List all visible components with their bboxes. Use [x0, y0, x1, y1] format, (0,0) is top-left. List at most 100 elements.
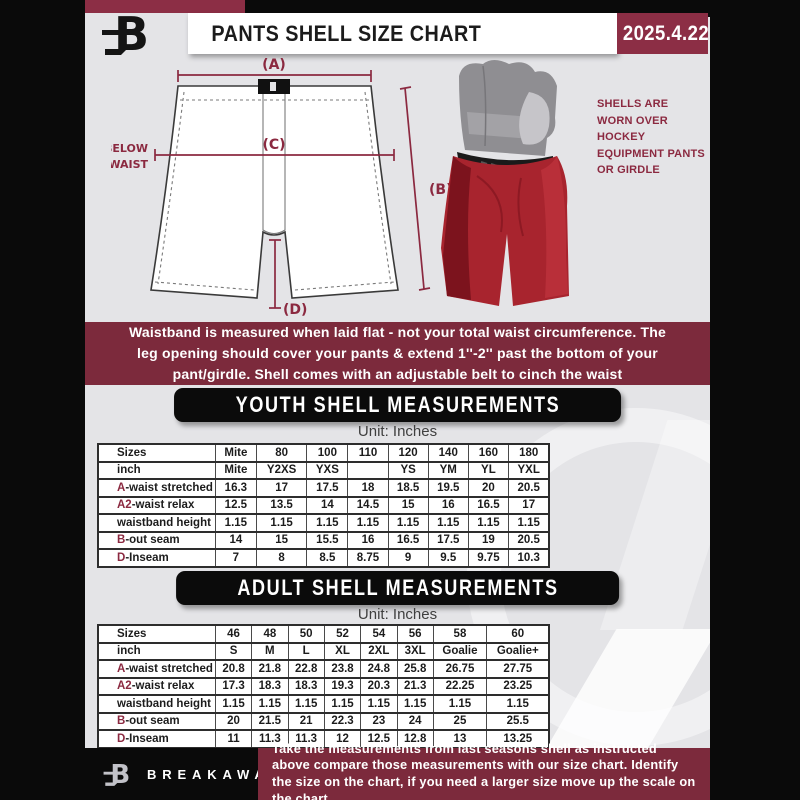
table-cell: 52 — [323, 624, 361, 643]
date-badge: 2025.4.22 — [617, 13, 710, 54]
table-cell: 19 — [467, 530, 509, 549]
footer: B BREAKAWAY Take the measurements from l… — [0, 741, 800, 800]
table-cell: 1.15 — [427, 513, 469, 532]
table-cell: 160 — [467, 443, 509, 462]
youth-size-table: Sizes Mite 80 100 110 120 140 160 180 inch Mite Y2X… — [97, 443, 551, 568]
footer-brand: B BREAKAWAY — [103, 748, 283, 800]
table-row: B-out seam 20 21.5 21 22.3 23 24 25 25.5 — [97, 711, 550, 730]
table-cell: 26.75 — [432, 659, 487, 678]
table-cell: Goalie — [432, 641, 487, 660]
row-label: inch — [97, 460, 216, 479]
shell-photo — [437, 56, 595, 318]
table-cell: 21.5 — [251, 711, 289, 730]
table-cell: 24.8 — [360, 659, 397, 678]
table-cell: 18.3 — [287, 676, 325, 695]
table-cell: 15.5 — [306, 530, 348, 549]
table-row: A-waist stretched 20.8 21.8 22.8 23.8 24.8 25.… — [97, 659, 550, 678]
table-row: Sizes 46 48 50 52 54 56 58 60 — [97, 624, 550, 643]
table-cell: 16.5 — [467, 495, 509, 514]
table-cell: 50 — [287, 624, 325, 643]
table-cell: 9.75 — [467, 548, 509, 567]
table-cell: 60 — [486, 624, 550, 643]
table-cell: 180 — [507, 443, 550, 462]
notice-text: Waistband is measured when laid flat - n… — [128, 324, 667, 382]
table-cell: 11.3 — [287, 729, 325, 748]
table-cell: 1.15 — [214, 513, 257, 532]
table-cell — [347, 460, 389, 479]
table-cell: 1.15 — [467, 513, 509, 532]
table-cell: XL — [323, 641, 361, 660]
table-cell: 54 — [360, 624, 397, 643]
table-cell: YXS — [306, 460, 348, 479]
shell-measurement-diagram: (A) (B) (C) (D) 7'' BELOW WAIST — [86, 57, 453, 318]
table-cell: 140 — [427, 443, 469, 462]
table-cell: 20.8 — [214, 659, 252, 678]
date-text: 2025.4.22 — [622, 22, 710, 45]
table-cell: 1.15 — [323, 694, 361, 713]
footer-brand-name: BREAKAWAY — [147, 766, 283, 782]
table-cell: Goalie+ — [486, 641, 550, 660]
table-cell: 25.8 — [396, 659, 434, 678]
table-cell: 1.15 — [251, 694, 289, 713]
adult-unit-label: Unit: Inches — [357, 606, 438, 623]
table-cell: 1.15 — [214, 694, 252, 713]
content-area: B PANTS SHELL SIZE CHART 2025.4.22 — [85, 0, 710, 800]
table-cell: 9.5 — [427, 548, 469, 567]
footer-note-text: Take the measurements from last seasons … — [272, 740, 696, 800]
table-row: A2-waist relax 17.3 18.3 18.3 19.3 20.3 21.3 22… — [97, 676, 550, 695]
table-cell: 1.15 — [360, 694, 397, 713]
row-label: Sizes — [97, 624, 216, 643]
adult-size-table: Sizes 46 48 50 52 54 56 58 60 inch S M L XL 2XL 3XL Goal… — [97, 624, 551, 749]
youth-section-header: YOUTH SHELL MEASUREMENTS — [173, 388, 622, 422]
table-cell: 18.5 — [387, 478, 429, 497]
table-cell: 21.3 — [396, 676, 434, 695]
table-cell: 23.25 — [486, 676, 550, 695]
table-cell: 23 — [360, 711, 397, 730]
table-cell: 19.3 — [323, 676, 361, 695]
table-cell: 13 — [432, 729, 487, 748]
table-row: inch Mite Y2XS YXS YS YM YL YXL — [97, 460, 550, 479]
table-cell: 56 — [396, 624, 434, 643]
table-cell: 1.15 — [287, 694, 325, 713]
breakaway-logo-icon: B — [101, 7, 161, 61]
table-cell: 8.5 — [306, 548, 348, 567]
label-a: (A) — [262, 58, 286, 73]
table-cell: 46 — [214, 624, 252, 643]
table-cell: 17.5 — [306, 478, 348, 497]
footer-note: Take the measurements from last seasons … — [258, 741, 710, 800]
table-cell: 17 — [507, 495, 550, 514]
table-cell: 3XL — [396, 641, 434, 660]
row-label: A2-waist relax — [97, 495, 216, 514]
table-cell: YM — [427, 460, 469, 479]
table-row: A-waist stretched 16.3 17 17.5 18 18.5 19.5 20 2… — [97, 478, 550, 497]
table-cell: 8.75 — [347, 548, 389, 567]
table-cell: 27.75 — [486, 659, 550, 678]
table-cell: 20 — [467, 478, 509, 497]
table-cell: YS — [387, 460, 429, 479]
table-cell: 15 — [255, 530, 307, 549]
table-cell: 11.3 — [251, 729, 289, 748]
row-label: B-out seam — [97, 530, 216, 549]
row-label: D-Inseam — [97, 548, 216, 567]
title-bar: PANTS SHELL SIZE CHART — [188, 13, 617, 54]
table-cell: YL — [467, 460, 509, 479]
breakaway-logo-footer-icon: B — [103, 760, 130, 789]
table-cell: 17.5 — [427, 530, 469, 549]
table-cell: 17.3 — [214, 676, 252, 695]
table-cell: Mite — [214, 443, 257, 462]
table-cell: 1.15 — [255, 513, 307, 532]
label-d: (D) — [283, 302, 307, 318]
table-cell: Y2XS — [255, 460, 307, 479]
table-cell: 8 — [255, 548, 307, 567]
table-cell: 1.15 — [387, 513, 429, 532]
table-cell: 25.5 — [486, 711, 550, 730]
table-row: D-Inseam 11 11.3 11.3 12 12.5 12.8 13 13.25 — [97, 729, 550, 748]
table-row: waistband height 1.15 1.15 1.15 1.15 1.15 1.15… — [97, 694, 550, 713]
table-cell: 11 — [214, 729, 252, 748]
table-cell: 9 — [387, 548, 429, 567]
table-cell: 14.5 — [347, 495, 389, 514]
table-cell: L — [287, 641, 325, 660]
table-cell: 1.15 — [347, 513, 389, 532]
table-row: A2-waist relax 12.5 13.5 14 14.5 15 16 16.5 17 — [97, 495, 550, 514]
